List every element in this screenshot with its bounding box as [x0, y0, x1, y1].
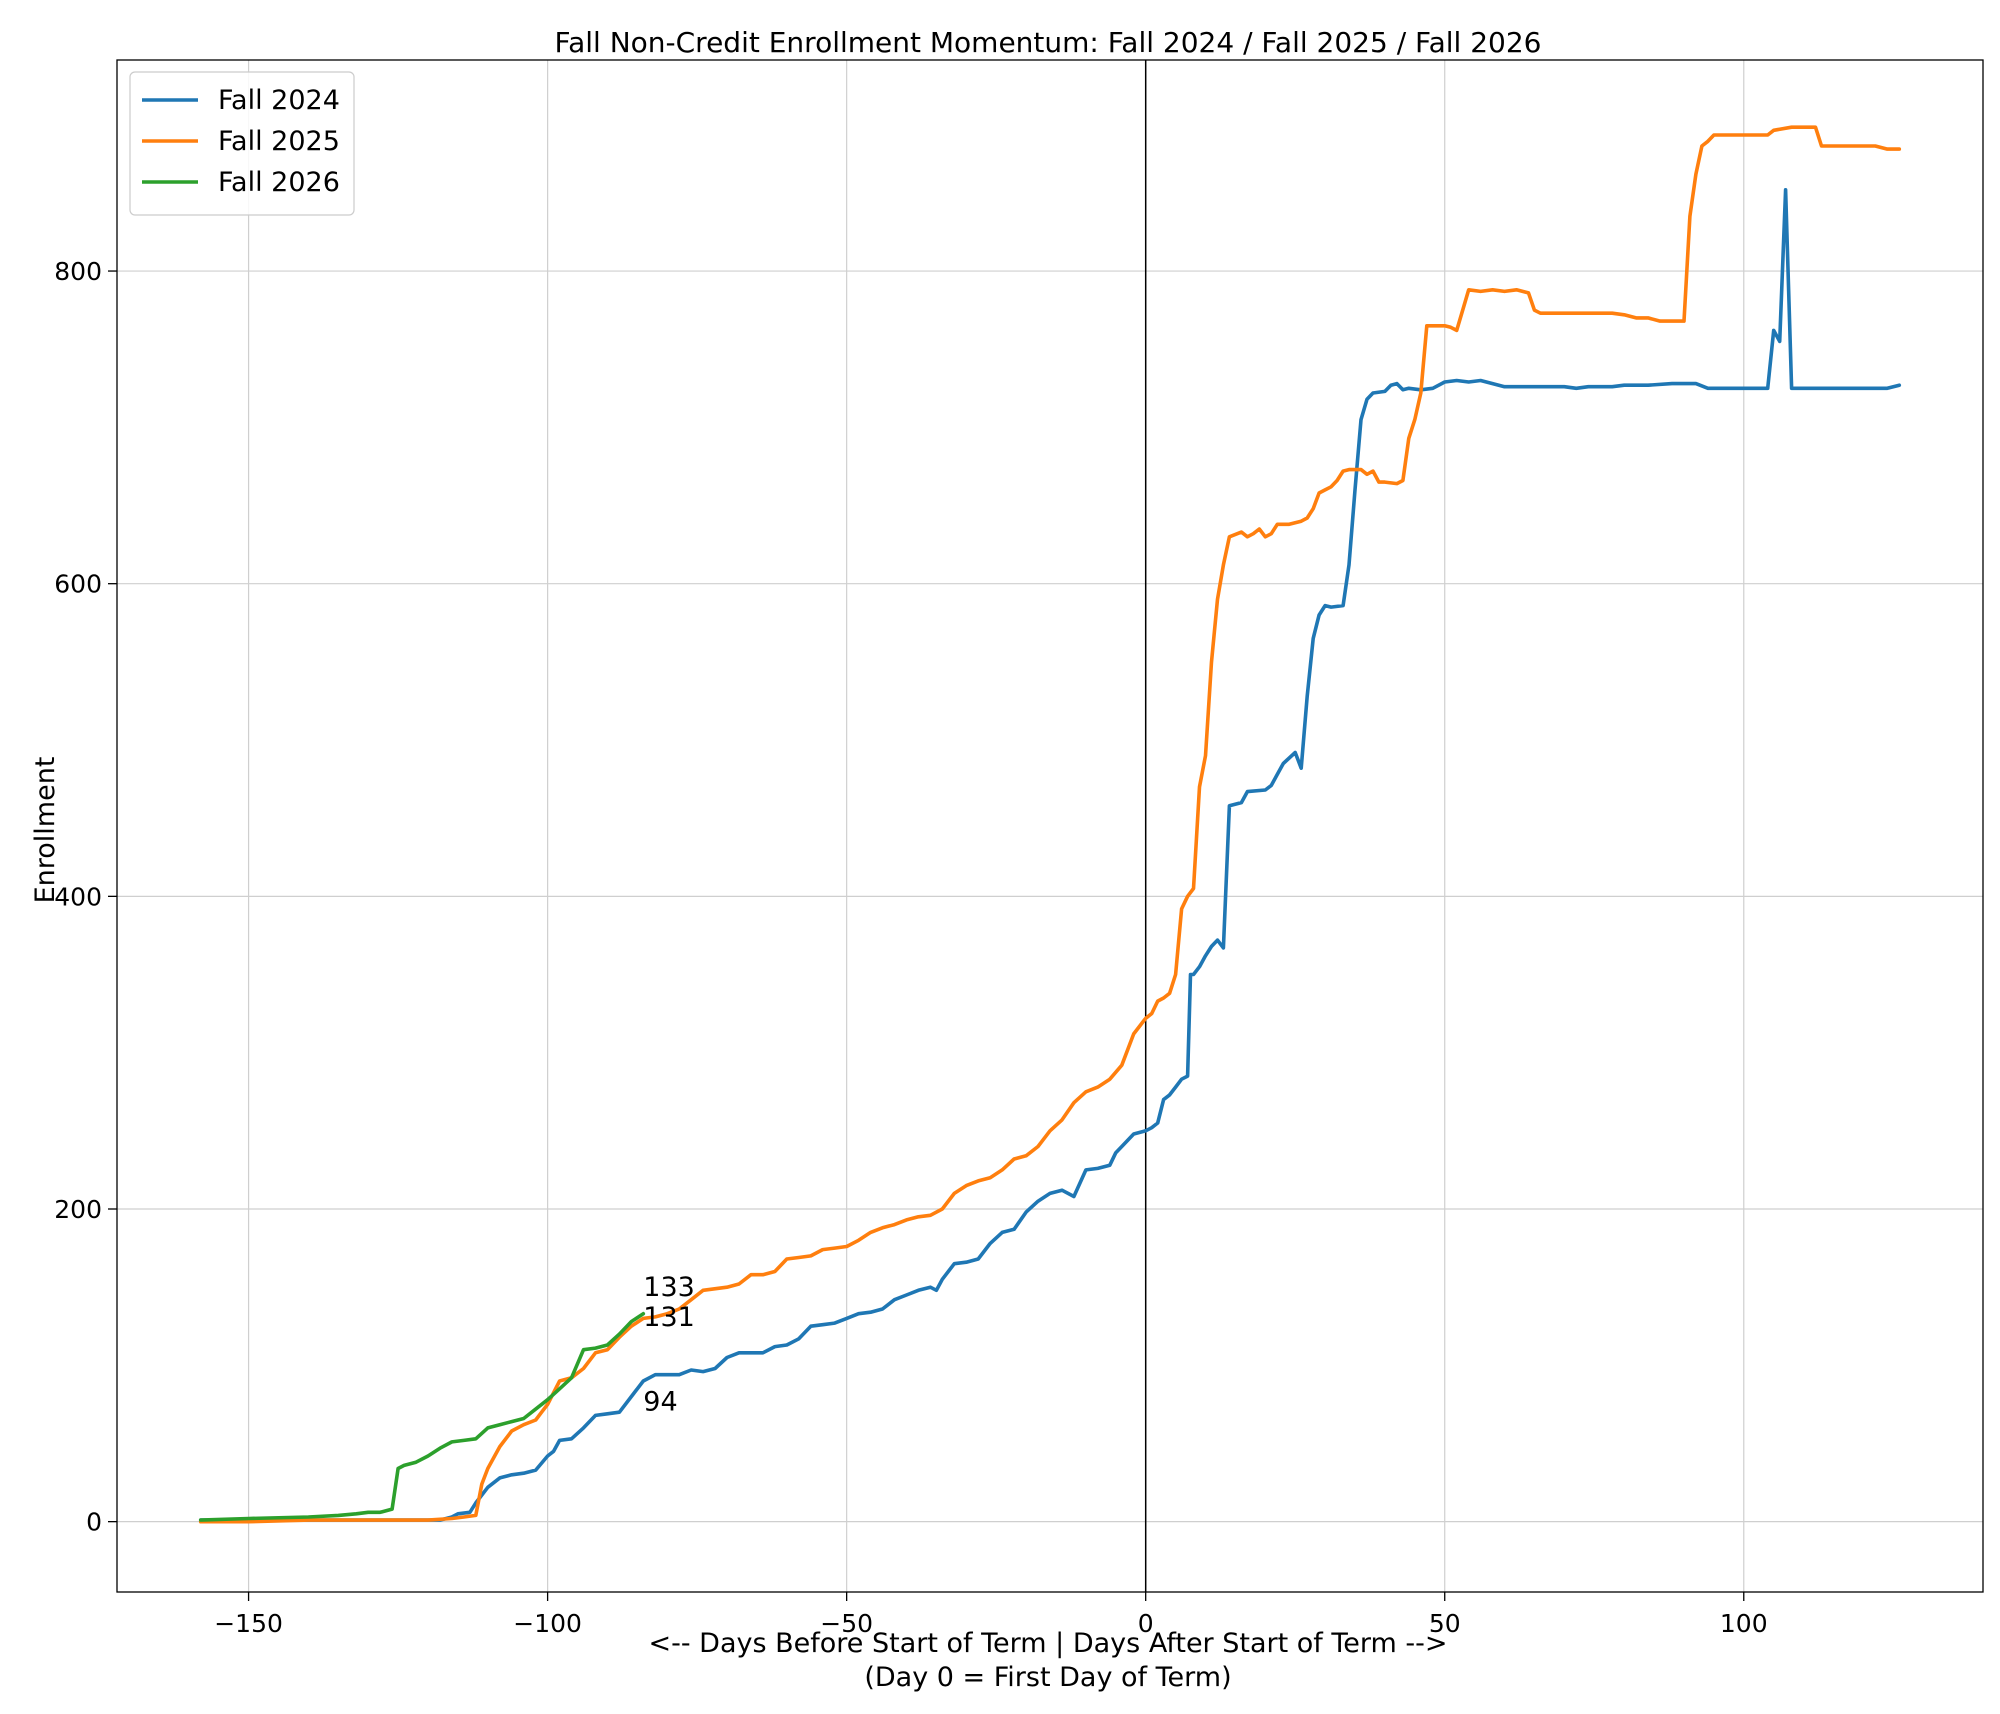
- x-axis-ticks: −150 −100 −50 0 50 100: [214, 1592, 1768, 1638]
- series-line-fall-2026: [198, 1311, 646, 1522]
- y-gridlines: [117, 270, 1983, 1523]
- series-line-fall-2025: [198, 125, 1902, 1524]
- data-annotation: 131: [643, 1302, 695, 1333]
- chart-title: Fall Non-Credit Enrollment Momentum: Fal…: [555, 26, 1542, 59]
- legend-label: Fall 2026: [218, 167, 340, 198]
- y-tick-label: 800: [54, 257, 102, 286]
- legend-label: Fall 2024: [218, 85, 340, 116]
- x-tick-label: −50: [820, 1609, 873, 1638]
- legend-label: Fall 2025: [218, 126, 340, 157]
- x-tick-label: 100: [1720, 1609, 1768, 1638]
- plot-frame: [116, 59, 1984, 1593]
- y-tick-label: 400: [54, 882, 102, 911]
- series-layer: [198, 125, 1902, 1524]
- x-axis-label-line2: (Day 0 = First Day of Term): [864, 1662, 1231, 1693]
- legend-item: Fall 2024: [142, 85, 340, 116]
- legend-item: Fall 2025: [142, 126, 340, 157]
- x-tick-label: 0: [1138, 1609, 1154, 1638]
- data-annotation: 133: [643, 1272, 695, 1303]
- y-axis-label: Enrollment: [30, 757, 61, 904]
- y-tick-label: 0: [86, 1508, 102, 1537]
- y-tick-label: 200: [54, 1195, 102, 1224]
- x-tick-label: 50: [1429, 1609, 1461, 1638]
- x-axis-label-line1: <-- Days Before Start of Term | Days Aft…: [648, 1628, 1447, 1659]
- x-tick-label: −150: [214, 1609, 283, 1638]
- legend-frame: [129, 71, 355, 216]
- legend: Fall 2024 Fall 2025 Fall 2026: [129, 71, 355, 216]
- data-annotation: 94: [643, 1386, 677, 1417]
- legend-item: Fall 2026: [142, 167, 340, 198]
- y-tick-label: 600: [54, 570, 102, 599]
- y-axis-ticks: 0 200 400 600 800: [54, 257, 117, 1537]
- series-line-fall-2024: [198, 188, 1902, 1522]
- x-tick-label: −100: [513, 1609, 582, 1638]
